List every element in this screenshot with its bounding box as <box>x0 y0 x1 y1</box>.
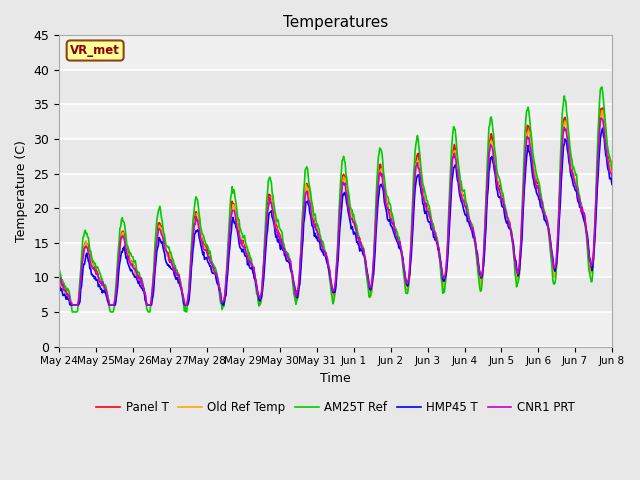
Panel T <box>179 295 187 301</box>
Old Ref Temp <box>68 302 76 308</box>
Line: Panel T: Panel T <box>59 108 612 305</box>
CNR1 PRT <box>65 293 73 299</box>
CNR1 PRT <box>208 262 216 268</box>
Old Ref Temp <box>420 193 428 199</box>
Old Ref Temp <box>123 247 131 253</box>
AM25T Ref <box>55 266 63 272</box>
Old Ref Temp <box>208 264 216 270</box>
Text: VR_met: VR_met <box>70 44 120 57</box>
Old Ref Temp <box>598 108 606 113</box>
Panel T <box>65 294 73 300</box>
CNR1 PRT <box>69 302 77 308</box>
CNR1 PRT <box>597 115 605 121</box>
Line: HMP45 T: HMP45 T <box>59 128 612 305</box>
AM25T Ref <box>123 242 131 248</box>
CNR1 PRT <box>55 276 63 282</box>
HMP45 T <box>65 298 73 303</box>
CNR1 PRT <box>123 251 131 257</box>
Panel T <box>599 105 607 111</box>
AM25T Ref <box>208 260 216 265</box>
AM25T Ref <box>179 297 187 302</box>
CNR1 PRT <box>420 194 428 200</box>
Panel T <box>420 192 428 198</box>
Y-axis label: Temperature (C): Temperature (C) <box>15 140 28 242</box>
Old Ref Temp <box>179 292 187 298</box>
HMP45 T <box>123 254 131 260</box>
Panel T <box>608 170 616 176</box>
AM25T Ref <box>420 183 428 189</box>
CNR1 PRT <box>608 174 616 180</box>
Bar <box>59 36 612 70</box>
HMP45 T <box>179 292 187 298</box>
AM25T Ref <box>598 84 606 90</box>
Panel T <box>404 287 412 293</box>
Panel T <box>208 260 216 266</box>
Old Ref Temp <box>65 296 73 302</box>
Old Ref Temp <box>608 171 616 177</box>
HMP45 T <box>599 125 607 131</box>
HMP45 T <box>608 181 616 187</box>
Bar <box>59 174 612 208</box>
HMP45 T <box>208 270 216 276</box>
Panel T <box>68 302 76 308</box>
Panel T <box>123 245 131 251</box>
Bar <box>59 105 612 139</box>
AM25T Ref <box>65 288 73 294</box>
HMP45 T <box>420 202 428 207</box>
CNR1 PRT <box>179 292 187 298</box>
Bar <box>59 243 612 277</box>
X-axis label: Time: Time <box>320 372 351 385</box>
HMP45 T <box>68 302 76 308</box>
Line: AM25T Ref: AM25T Ref <box>59 87 612 312</box>
AM25T Ref <box>68 309 76 315</box>
AM25T Ref <box>608 166 616 172</box>
Title: Temperatures: Temperatures <box>283 15 388 30</box>
Panel T <box>55 272 63 278</box>
Line: CNR1 PRT: CNR1 PRT <box>59 118 612 305</box>
Old Ref Temp <box>55 277 63 283</box>
CNR1 PRT <box>404 281 412 287</box>
Line: Old Ref Temp: Old Ref Temp <box>59 110 612 305</box>
Legend: Panel T, Old Ref Temp, AM25T Ref, HMP45 T, CNR1 PRT: Panel T, Old Ref Temp, AM25T Ref, HMP45 … <box>92 396 580 419</box>
Old Ref Temp <box>404 286 412 292</box>
Bar <box>59 312 612 347</box>
HMP45 T <box>55 284 63 289</box>
AM25T Ref <box>404 290 412 296</box>
HMP45 T <box>404 283 412 288</box>
